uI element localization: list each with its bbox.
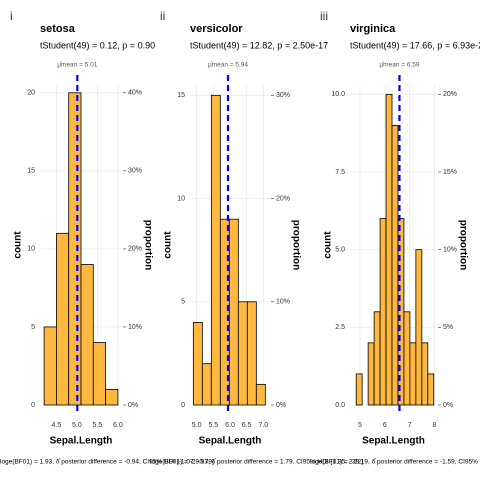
y2-tick-label: 10% — [276, 299, 290, 306]
bar — [105, 388, 119, 406]
y2-tick-label: 20% — [128, 246, 142, 253]
x-tick-label: 5.5 — [208, 422, 218, 429]
y2-tick-label: 30% — [276, 92, 290, 99]
y-tick-label: 2.5 — [335, 324, 345, 331]
bar — [68, 92, 82, 406]
x-axis-label: Sepal.Length — [50, 436, 113, 447]
y-tick-label: 10 — [177, 195, 185, 202]
y2-tick-label: 20% — [276, 195, 290, 202]
mean-label: μ̂mean = 6.59 — [379, 62, 419, 69]
y-tick-label: 10.0 — [331, 91, 345, 98]
y-tick-label: 5.0 — [335, 247, 345, 254]
x-tick-label: 4.5 — [52, 422, 62, 429]
panel-label: iii — [320, 9, 328, 23]
x-tick-label: 6.0 — [225, 422, 235, 429]
bar — [409, 342, 417, 406]
y2-tick-label: 40% — [128, 90, 142, 97]
x-tick-label: 5.0 — [192, 422, 202, 429]
x-tick-label: 5.0 — [72, 422, 82, 429]
y-tick-label: 5 — [181, 299, 185, 306]
y2-tick-label: 10% — [128, 324, 142, 331]
bar — [80, 264, 94, 406]
y-tick-label: 0 — [181, 402, 185, 409]
x-tick-label: 6.5 — [242, 422, 252, 429]
y2-axis-label: proportion — [457, 220, 468, 271]
y-tick-label: 10 — [27, 246, 35, 253]
bar — [385, 93, 393, 406]
bar — [255, 383, 266, 406]
bar — [228, 218, 239, 406]
panel-title: setosa — [40, 23, 76, 35]
bar — [355, 373, 363, 406]
bar — [391, 124, 399, 406]
caption: loge(BF01) = -29.93, δ̂ posterior differ… — [150, 459, 363, 466]
x-axis-label: Sepal.Length — [362, 436, 425, 447]
y-tick-label: 0.0 — [335, 402, 345, 409]
bar — [92, 342, 107, 406]
y-tick-label: 15 — [27, 168, 35, 175]
y2-tick-label: 0% — [276, 402, 286, 409]
y2-tick-label: 10% — [443, 247, 457, 254]
caption: loge(BF01) = 1.93, δ̂ posterior differen… — [0, 459, 214, 466]
y2-tick-label: 0% — [128, 402, 138, 409]
y2-tick-label: 0% — [443, 402, 453, 409]
panel-subtitle: tStudent(49) = 0.12, p = 0.90 — [40, 40, 155, 50]
y-axis-label: count — [13, 231, 24, 259]
y-axis-label: count — [323, 231, 334, 259]
bar — [421, 342, 429, 406]
y2-tick-label: 20% — [443, 91, 457, 98]
y2-axis-label: proportion — [142, 220, 153, 271]
bar — [246, 301, 257, 406]
y-tick-label: 15 — [177, 92, 185, 99]
bar — [192, 322, 203, 406]
panel-title: virginica — [350, 23, 396, 35]
bar — [379, 218, 387, 406]
mean-label: μ̂mean = 5.94 — [208, 62, 248, 69]
y-axis-label: count — [163, 231, 174, 259]
panel-title: versicolor — [190, 23, 243, 35]
bar — [201, 363, 212, 406]
bar — [427, 373, 435, 406]
x-tick-label: 5 — [358, 422, 362, 429]
x-tick-label: 6.0 — [113, 422, 123, 429]
panel-label: ii — [160, 9, 165, 23]
panel-subtitle: tStudent(49) = 12.82, p = 2.50e-17 — [190, 40, 328, 50]
mean-label: μ̂mean = 5.01 — [57, 62, 97, 69]
x-tick-label: 7.0 — [258, 422, 268, 429]
x-axis-label: Sepal.Length — [199, 436, 262, 447]
x-tick-label: 6 — [383, 422, 387, 429]
y2-tick-label: 30% — [128, 168, 142, 175]
x-tick-label: 8 — [433, 422, 437, 429]
panel-subtitle: tStudent(49) = 17.66, p = 6.93e-23 — [350, 40, 480, 50]
bar — [403, 311, 411, 406]
x-tick-label: 5.5 — [93, 422, 103, 429]
y2-tick-label: 15% — [443, 169, 457, 176]
bar — [373, 311, 381, 406]
y2-axis-label: proportion — [290, 220, 301, 271]
y2-tick-label: 5% — [443, 324, 453, 331]
bar — [415, 249, 423, 406]
bar — [56, 232, 70, 406]
panel-label: i — [10, 9, 13, 23]
bar — [43, 326, 57, 406]
y-tick-label: 7.5 — [335, 169, 345, 176]
bar — [237, 301, 248, 406]
caption: loge(BF01) = -39.19, δ̂ posterior differ… — [310, 459, 480, 466]
x-tick-label: 7 — [408, 422, 412, 429]
y-tick-label: 20 — [27, 90, 35, 97]
y-tick-label: 0 — [31, 402, 35, 409]
bar — [210, 94, 221, 406]
y-tick-label: 5 — [31, 324, 35, 331]
bar — [367, 342, 375, 406]
